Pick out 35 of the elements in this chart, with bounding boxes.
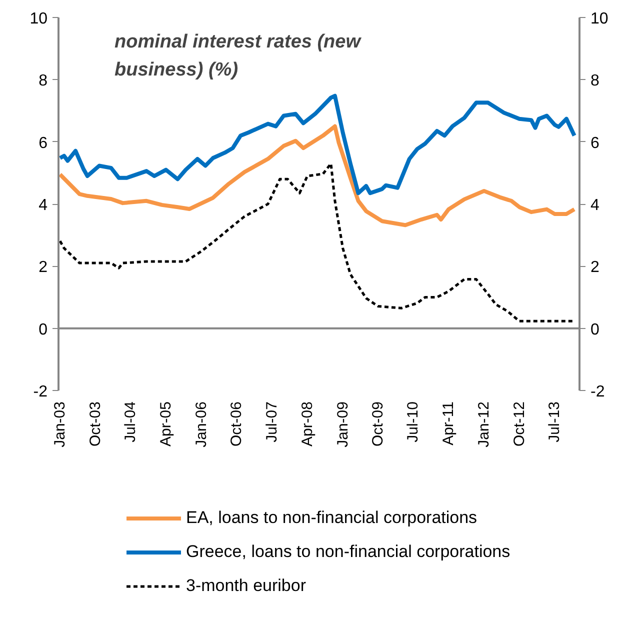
y-tick-label: 4 xyxy=(38,197,48,214)
y-tick-label: 6 xyxy=(38,134,48,152)
y-tick-label: 0 xyxy=(38,321,48,338)
x-tick-label: Jul-04 xyxy=(122,401,140,442)
y2-tick-label: 6 xyxy=(590,134,600,152)
y2-tick-label: 0 xyxy=(590,321,600,338)
x-tick-label: Jan-12 xyxy=(476,401,493,448)
x-tick-label: Apr-08 xyxy=(298,401,316,447)
x-tick-label: Jan-03 xyxy=(52,401,69,448)
y-tick-label: 2 xyxy=(38,259,48,276)
y2-tick-label: 10 xyxy=(590,10,608,28)
y2-tick-label: 4 xyxy=(590,197,600,214)
x-tick-label: Jul-07 xyxy=(263,401,280,442)
y2-tick-label: -2 xyxy=(590,384,605,400)
legend-label: 3-month euribor xyxy=(186,576,306,596)
x-tick-label: Jan-09 xyxy=(334,401,352,448)
y-tick-label: 10 xyxy=(30,10,48,28)
x-tick-label: Jul-10 xyxy=(404,401,422,442)
x-tick-label: Jul-13 xyxy=(546,401,564,442)
x-tick-label: Oct-03 xyxy=(86,402,104,447)
y-tick-label: 8 xyxy=(38,72,48,90)
line-series xyxy=(58,124,576,228)
legend-label: EA, loans to non-financial corporations xyxy=(186,508,478,528)
y2-tick-label: 2 xyxy=(590,259,600,276)
x-tick-label: Oct-06 xyxy=(228,402,246,447)
line-series xyxy=(58,94,576,196)
x-tick-label: Apr-11 xyxy=(440,401,458,446)
text: nominal interest rates (new business) (%) xyxy=(114,32,362,80)
x-tick-label: Apr-05 xyxy=(157,401,174,447)
legend-label: Greece, loans to non-financial corporations xyxy=(186,542,510,562)
x-tick-label: Jan-06 xyxy=(192,401,210,448)
x-tick-label: Oct-09 xyxy=(370,402,387,447)
y-tick-label: -2 xyxy=(33,384,48,400)
y2-tick-label: 8 xyxy=(590,72,600,90)
x-tick-label: Oct-12 xyxy=(510,402,528,447)
